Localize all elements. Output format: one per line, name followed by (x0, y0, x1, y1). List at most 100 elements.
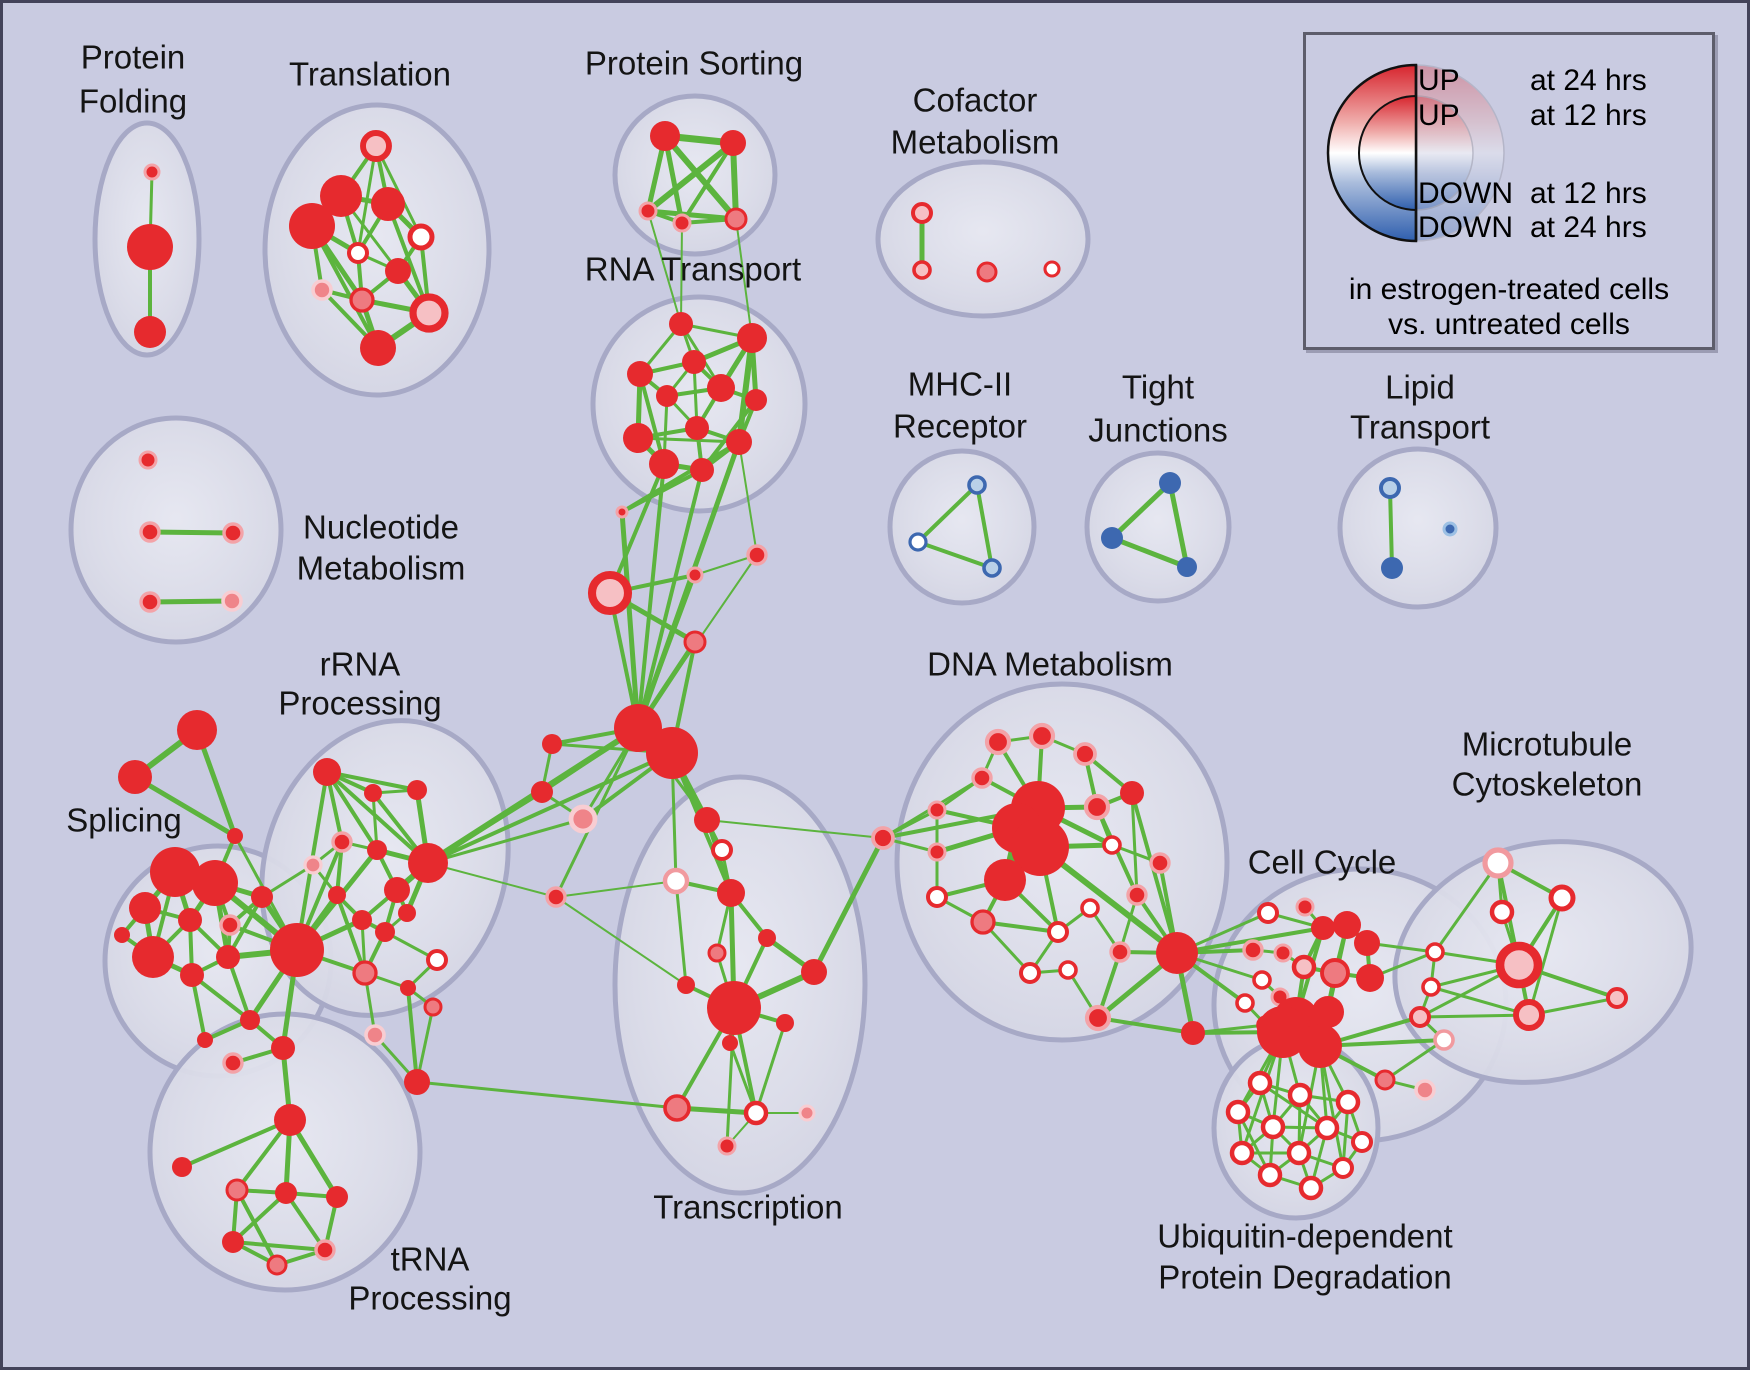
edge-mh1-mh2 (916, 540, 994, 570)
edge-ps2-rt0 (647, 210, 682, 325)
edge-tn0-tn1 (180, 1118, 292, 1169)
node-rt6 (745, 389, 767, 411)
legend-note-line2: vs. untreated cells (1388, 308, 1630, 341)
edge-ps2-ps4 (645, 208, 739, 222)
cluster-label-tight-junctions-line1: Tight (1122, 369, 1194, 406)
node-lt1 (1381, 557, 1403, 579)
edge-rr0-rr5 (325, 770, 379, 852)
edge-tn2-tn7 (235, 1188, 279, 1267)
node-tc3 (545, 886, 567, 908)
node-nm3 (139, 591, 161, 613)
edge-ps0-ps4 (662, 133, 739, 222)
node-dm24 (1181, 1021, 1205, 1045)
node-tc1 (711, 839, 733, 861)
node-mt1 (1548, 884, 1576, 912)
node-t4 (407, 223, 435, 251)
node-dm21 (1058, 960, 1078, 980)
legend-direction-up-24: UP (1418, 64, 1460, 97)
edge-rt7-rt9 (636, 436, 741, 444)
node-rr2 (407, 780, 427, 800)
node-x2 (746, 544, 768, 566)
edge-rr0-rr2 (325, 770, 419, 792)
edge-mh0-mh2 (975, 483, 994, 570)
node-cc3 (1333, 911, 1361, 939)
node-rr9 (352, 910, 372, 930)
cluster-label-dna-metabolism: DNA Metabolism (927, 646, 1173, 683)
node-cc23 (1374, 1069, 1396, 1091)
node-dm0 (984, 728, 1012, 756)
legend-time-down-12: at 12 hrs (1530, 177, 1647, 210)
node-t2 (371, 187, 405, 221)
edge-dm5-dm22 (1130, 791, 1179, 955)
cluster-ellipse-mhc-ii-receptor (887, 448, 1037, 606)
node-sp10 (197, 1032, 213, 1048)
node-dm2 (1073, 742, 1097, 766)
node-rr4 (303, 855, 323, 875)
edge-tj1-tj2 (1109, 535, 1190, 570)
node-rr3 (331, 831, 353, 853)
edge-tn3-tn5 (231, 1191, 288, 1244)
node-t10 (360, 330, 396, 366)
node-cc8 (1320, 958, 1350, 988)
edge-cc20-mt5 (1418, 1013, 1531, 1019)
node-tn7 (266, 1254, 288, 1276)
node-dm9 (1011, 818, 1069, 876)
edge-rr16-tc12 (415, 1080, 679, 1110)
node-dm17 (1080, 898, 1100, 918)
node-rt0 (669, 312, 693, 336)
edge-ps1-ps3 (680, 141, 735, 225)
edge-rr8-rr13 (335, 893, 367, 975)
cluster-label-ubiquitin-dependent-protein-degradation-line1: Ubiquitin-dependent (1157, 1218, 1452, 1255)
node-cc22 (1414, 1079, 1436, 1101)
cluster-label-lipid-transport-line2: Transport (1350, 409, 1490, 446)
node-dm18 (1126, 884, 1148, 906)
node-tc14 (798, 1104, 816, 1122)
cluster-label-transcription: Transcription (653, 1189, 843, 1226)
edge-x2-rt9 (738, 441, 758, 556)
cluster-label-cofactor-metabolism-line2: Metabolism (891, 124, 1060, 161)
legend-time-up-24: at 24 hrs (1530, 64, 1647, 97)
node-nm2 (222, 522, 244, 544)
edge-c1-rr6 (426, 751, 674, 865)
node-cc18 (1425, 942, 1445, 962)
edge-cc19-mt5 (1429, 985, 1531, 1017)
edge-tc2-tc7 (674, 879, 688, 987)
node-dm22 (1156, 932, 1198, 974)
legend-direction-down-24: DOWN (1418, 211, 1513, 244)
legend-direction-down-12: DOWN (1418, 177, 1513, 210)
edge-x1-c0 (636, 573, 697, 730)
node-cc7 (1291, 954, 1317, 980)
node-cc16 (1257, 1006, 1309, 1058)
node-tc10 (776, 1014, 794, 1032)
node-tj1 (1101, 527, 1123, 549)
node-rr12 (426, 949, 448, 971)
node-dm15 (970, 909, 996, 935)
node-im0 (271, 1036, 295, 1060)
node-mt2 (1489, 899, 1515, 925)
node-dm5 (1120, 781, 1144, 805)
cluster-label-mhc-ii-receptor-line1: MHC-II (908, 366, 1012, 403)
node-lt0 (1379, 477, 1401, 499)
node-ps3 (672, 213, 692, 233)
node-pf1 (127, 224, 173, 270)
edge-lt0-lt1 (1388, 486, 1394, 570)
node-rr0 (313, 758, 341, 786)
edge-ub0-ub5 (1258, 1081, 1329, 1130)
node-rr8 (328, 886, 346, 904)
node-tn5 (222, 1231, 244, 1253)
node-t7 (311, 279, 333, 301)
node-cc4 (1354, 930, 1380, 956)
node-dm20 (1019, 962, 1041, 984)
node-rt11 (690, 458, 714, 482)
node-c2 (542, 734, 562, 754)
node-cm0 (911, 202, 933, 224)
edge-tr1-tr2 (132, 774, 238, 839)
node-rr18 (364, 1024, 386, 1046)
node-rr14 (400, 980, 416, 996)
node-sp0 (150, 847, 200, 897)
node-rt3 (627, 361, 653, 387)
cluster-label-trna-processing-line2: Processing (348, 1280, 511, 1317)
cluster-label-tight-junctions-line2: Junctions (1088, 412, 1227, 449)
edge-rr6-tc3 (427, 862, 557, 898)
edge-mh0-mh1 (916, 483, 979, 544)
